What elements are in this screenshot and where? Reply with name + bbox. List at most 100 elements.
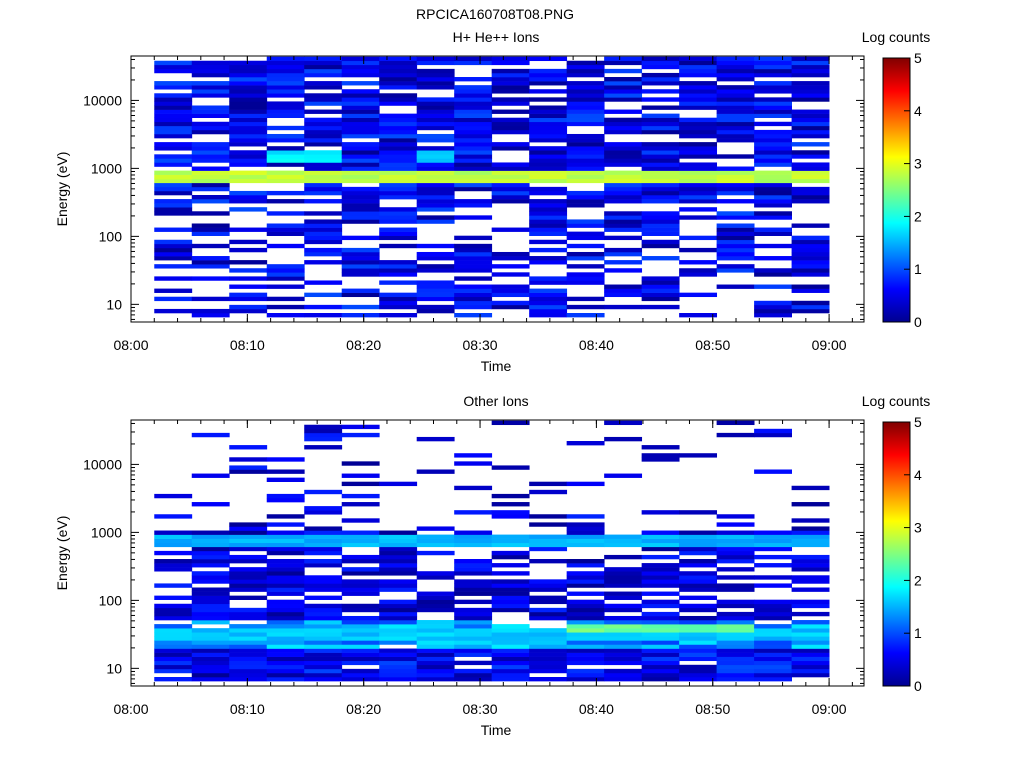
heatmap-cell: [641, 668, 680, 674]
heatmap-cell: [266, 77, 305, 82]
heatmap-cell: [266, 497, 305, 503]
heatmap-cell: [791, 656, 830, 662]
heatmap-cell: [754, 113, 792, 118]
heatmap-cell: [679, 247, 718, 253]
heatmap-cell: [604, 81, 643, 86]
heatmap-cell: [604, 583, 643, 588]
heatmap-cell: [716, 215, 755, 220]
heatmap-cell: [529, 199, 568, 204]
heatmap-cell: [566, 481, 605, 487]
heatmap-cell: [416, 538, 455, 544]
heatmap-cell: [341, 461, 380, 466]
heatmap-cell: [566, 620, 605, 625]
heatmap-cell: [641, 664, 680, 670]
heatmap-cell: [229, 72, 268, 78]
heatmap-cell: [566, 559, 605, 564]
heatmap-cell: [304, 575, 343, 580]
heatmap-cell: [379, 677, 418, 682]
heatmap-cell: [341, 620, 380, 625]
heatmap-cell: [266, 64, 305, 70]
heatmap-cell: [304, 603, 343, 609]
heatmap-cell: [454, 563, 493, 568]
heatmap-cell: [154, 550, 193, 556]
heatmap-cell: [229, 93, 268, 98]
heatmap-cell: [341, 146, 380, 151]
heatmap-cell: [304, 587, 343, 592]
heatmap-cell: [229, 522, 268, 527]
heatmap-cell: [754, 664, 792, 670]
heatmap-cell: [154, 542, 193, 548]
heatmap-cell: [191, 276, 230, 281]
heatmap-cell: [491, 465, 530, 470]
heatmap-cell: [154, 97, 193, 102]
heatmap-cell: [341, 207, 380, 212]
heatmap-cell: [266, 227, 305, 232]
heatmap-cell: [191, 640, 230, 645]
heatmap-cell: [379, 615, 418, 621]
heatmap-cell: [529, 308, 568, 314]
heatmap-cell: [191, 166, 230, 171]
heatmap-cell: [416, 620, 455, 625]
heatmap-cell: [641, 77, 680, 82]
heatmap-cell: [191, 113, 230, 118]
heatmap-cell: [491, 304, 530, 310]
heatmap-cell: [191, 611, 230, 617]
heatmap-cell: [379, 534, 418, 539]
heatmap-cell: [191, 72, 230, 78]
heatmap-cell: [379, 304, 418, 310]
heatmap-cell: [679, 72, 718, 78]
heatmap-cell: [191, 542, 230, 548]
heatmap-cell: [566, 607, 605, 613]
heatmap-cell: [604, 288, 643, 293]
heatmap-cell: [791, 304, 830, 310]
heatmap-cell: [566, 575, 605, 580]
heatmap-cell: [791, 150, 830, 155]
heatmap-cell: [379, 125, 418, 131]
heatmap-cell: [266, 146, 305, 151]
heatmap-cell: [229, 648, 268, 653]
heatmap-cell: [454, 276, 493, 281]
heatmap-cell: [716, 611, 755, 617]
heatmap-cell: [229, 672, 268, 678]
heatmap-cell: [491, 190, 530, 196]
heatmap-cell: [191, 60, 230, 66]
heatmap-cell: [641, 611, 680, 617]
heatmap-cell: [379, 170, 418, 175]
heatmap-cell: [491, 162, 530, 167]
heatmap-cell: [716, 170, 755, 175]
heatmap-cell: [641, 644, 680, 649]
heatmap-cell: [529, 534, 568, 539]
heatmap-cell: [679, 668, 718, 674]
heatmap-cell: [229, 81, 268, 86]
heatmap-cell: [154, 628, 193, 633]
heatmap-cell: [191, 81, 230, 86]
heatmap-cell: [454, 304, 493, 310]
heatmap-cell: [379, 272, 418, 277]
heatmap-cell: [604, 68, 643, 74]
heatmap-cell: [416, 125, 455, 131]
heatmap-cell: [604, 538, 643, 544]
heatmap-cell: [716, 97, 755, 102]
heatmap-cell: [454, 640, 493, 645]
heatmap-cell: [716, 268, 755, 273]
heatmap-cell: [791, 502, 830, 507]
heatmap-cell: [754, 428, 792, 434]
heatmap-cell: [229, 133, 268, 139]
heatmap-cell: [416, 591, 455, 596]
heatmap-cell: [454, 203, 493, 208]
x-tick-label: 08:30: [463, 701, 498, 717]
heatmap-cell: [304, 138, 343, 143]
heatmap-cell: [379, 56, 418, 62]
heatmap-cell: [454, 268, 493, 273]
heatmap-cell: [341, 260, 380, 265]
heatmap-cell: [379, 538, 418, 544]
heatmap-cell: [229, 60, 268, 66]
heatmap-cell: [641, 81, 680, 86]
heatmap-cell: [754, 68, 792, 74]
heatmap-cell: [266, 284, 305, 289]
heatmap-cell: [791, 672, 830, 678]
heatmap-cell: [379, 195, 418, 200]
heatmap-cell: [641, 284, 680, 289]
heatmap-cell: [341, 64, 380, 70]
heatmap-cell: [341, 105, 380, 110]
